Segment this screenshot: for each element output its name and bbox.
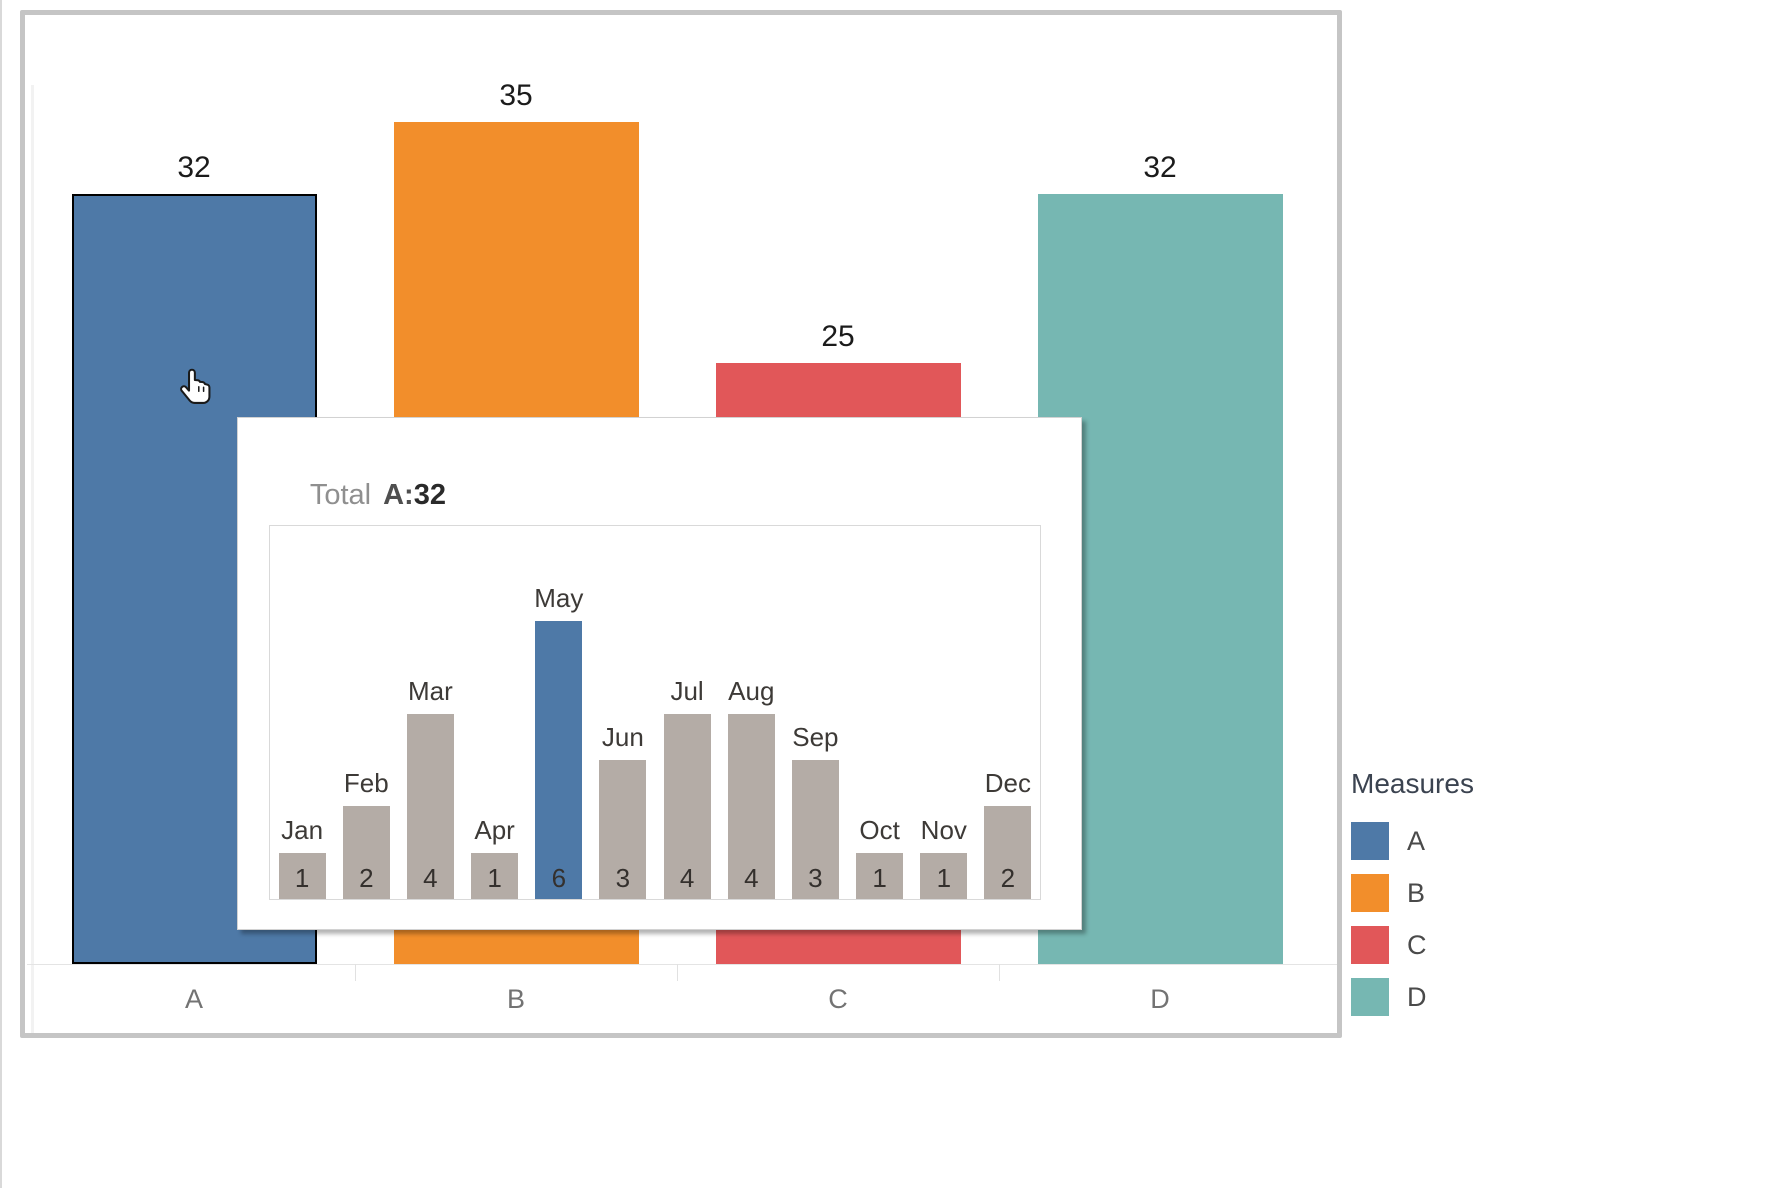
axis-label-B[interactable]: B (506, 984, 525, 1014)
legend-label-C: C (1407, 929, 1427, 960)
legend-label-B: B (1407, 877, 1426, 908)
legend-item-B[interactable]: B (1351, 874, 1521, 912)
month-label-Jul: Jul (670, 676, 704, 706)
mini-bar-value-Jan: 1 (294, 863, 310, 893)
month-label-Oct: Oct (859, 815, 900, 845)
tooltip-mini-chart: 1 Jan 2 Feb 4 Mar 1 Apr 6 May 3 Jun 4 Jul 4 Aug 3 Sep 1 Oct… (270, 526, 1040, 899)
mini-bar-value-Apr: 1 (487, 863, 502, 893)
legend-swatch-C[interactable] (1351, 926, 1389, 964)
month-label-Aug: Aug (728, 676, 775, 706)
month-label-Jun: Jun (601, 722, 644, 752)
bar-value-label-B: 35 (499, 79, 533, 112)
month-label-Dec: Dec (984, 768, 1032, 798)
mini-bar-Nov: 1 (920, 853, 968, 899)
tooltip-mini-chart-frame: 1 Jan 2 Feb 4 Mar 1 Apr 6 May 3 Jun 4 Jul 4 Aug 3 Sep 1 Oct… (269, 525, 1041, 900)
mini-bar-Jul: 4 (663, 714, 711, 899)
month-label-Apr: Apr (474, 815, 515, 845)
bar-value-label-C: 25 (821, 320, 855, 353)
bar-value-label-A: 32 (177, 151, 211, 184)
x-axis-line (27, 964, 1337, 965)
mini-bar-Apr: 1 (471, 853, 519, 899)
mini-bar-Sep: 3 (791, 760, 839, 899)
mini-bar-Oct: 1 (856, 853, 904, 899)
month-label-Nov: Nov (920, 815, 967, 845)
legend-swatch-A[interactable] (1351, 822, 1389, 860)
legend-item-A[interactable]: A (1351, 822, 1521, 860)
bar-value-label-D: 32 (1143, 151, 1177, 184)
month-label-May: May (534, 583, 584, 613)
axis-label-D[interactable]: D (1150, 984, 1170, 1014)
tooltip-title-separator: : (404, 479, 414, 511)
mini-bar-Jan: 1 (278, 853, 326, 899)
legend-title: Measures (1351, 768, 1474, 799)
mini-bar-value-Jul: 4 (679, 863, 695, 893)
legend-item-C[interactable]: C (1351, 926, 1521, 964)
x-axis-tick-2 (999, 964, 1000, 981)
mini-bar-Dec: 2 (984, 806, 1032, 899)
tooltip: Total A:32 1 Jan 2 Feb 4 Mar 1 Apr 6 May 3 Jun 4 Jul 4 A… (237, 417, 1082, 930)
x-axis-tick-0 (355, 964, 356, 981)
tooltip-title-prefix: Total (309, 479, 372, 511)
mini-bar-value-Nov: 1 (936, 863, 952, 893)
month-label-Feb: Feb (343, 768, 389, 798)
mini-bar-value-Sep: 3 (808, 863, 823, 893)
tooltip-title-value: 32 (413, 479, 446, 511)
axis-label-C[interactable]: C (828, 984, 848, 1014)
mini-bar-May: 6 (535, 621, 583, 899)
legend-label-D: D (1407, 981, 1427, 1012)
x-axis-tick-1 (677, 964, 678, 981)
mini-bar-value-Oct: 1 (872, 863, 887, 893)
legend-swatch-D[interactable] (1351, 978, 1389, 1016)
month-label-Jan: Jan (281, 815, 324, 845)
legend-swatch-B[interactable] (1351, 874, 1389, 912)
mini-bar-Feb: 2 (342, 806, 390, 899)
pane-left-rule (31, 85, 34, 1033)
hand-pointer-icon (180, 368, 211, 404)
tooltip-title-measure: A (383, 479, 405, 511)
mini-bar-value-Dec: 2 (1000, 863, 1016, 893)
month-label-Sep: Sep (792, 722, 839, 752)
mini-bar-value-Feb: 2 (359, 863, 374, 893)
mini-bar-value-Jun: 3 (615, 863, 631, 893)
mini-bar-value-Mar: 4 (423, 863, 438, 893)
window-edge-line (0, 0, 2, 1188)
mini-bar-value-May: 6 (551, 863, 567, 893)
mini-bar-Aug: 4 (727, 714, 775, 899)
mini-bar-Jun: 3 (599, 760, 647, 899)
tooltip-title: Total A:32 (262, 446, 446, 545)
legend-label-A: A (1407, 825, 1426, 856)
axis-label-A[interactable]: A (184, 984, 203, 1014)
month-label-Mar: Mar (408, 676, 453, 706)
legend-item-D[interactable]: D (1351, 978, 1521, 1016)
mini-bar-value-Aug: 4 (744, 863, 759, 893)
mini-bar-Mar: 4 (406, 714, 454, 899)
